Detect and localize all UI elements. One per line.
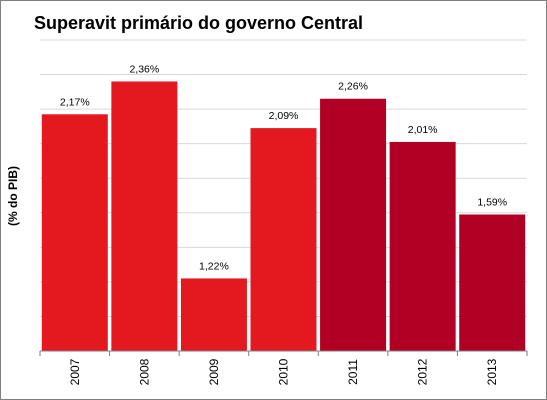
data-label-2013: 1,59%: [477, 197, 507, 209]
bar-2007: [41, 114, 108, 352]
bar-2010: [250, 128, 317, 351]
tick-label-2013: 2013: [485, 358, 499, 385]
bar-2012: [389, 141, 456, 351]
tick-label-2011: 2011: [346, 359, 360, 385]
data-label-2009: 1,22%: [199, 260, 229, 272]
data-label-2011: 2,26%: [338, 81, 368, 93]
bar-2013: [459, 214, 526, 351]
bar-2011: [320, 98, 387, 351]
bar-2008: [111, 81, 178, 351]
tick-label-2008: 2008: [137, 358, 151, 385]
chart-title: Superavit primário do governo Central: [34, 13, 364, 33]
data-labels: 2,17% 2,36% 1,22% 2,09% 2,26% 2,01% 1,59%: [60, 63, 507, 272]
data-label-2012: 2,01%: [408, 124, 438, 136]
tick-label-2012: 2012: [416, 358, 430, 385]
tick-label-2010: 2010: [277, 358, 291, 385]
tick-labels: 2007 2008 2009 2010 2011 2012 2013: [68, 358, 499, 385]
tick-label-2009: 2009: [207, 358, 221, 385]
data-label-2008: 2,36%: [129, 63, 159, 75]
x-axis: [39, 350, 528, 356]
data-label-2007: 2,17%: [60, 96, 90, 108]
tick-label-2007: 2007: [68, 358, 82, 385]
bars: [41, 81, 526, 352]
data-label-2010: 2,09%: [269, 110, 299, 122]
bar-2009: [180, 278, 247, 351]
